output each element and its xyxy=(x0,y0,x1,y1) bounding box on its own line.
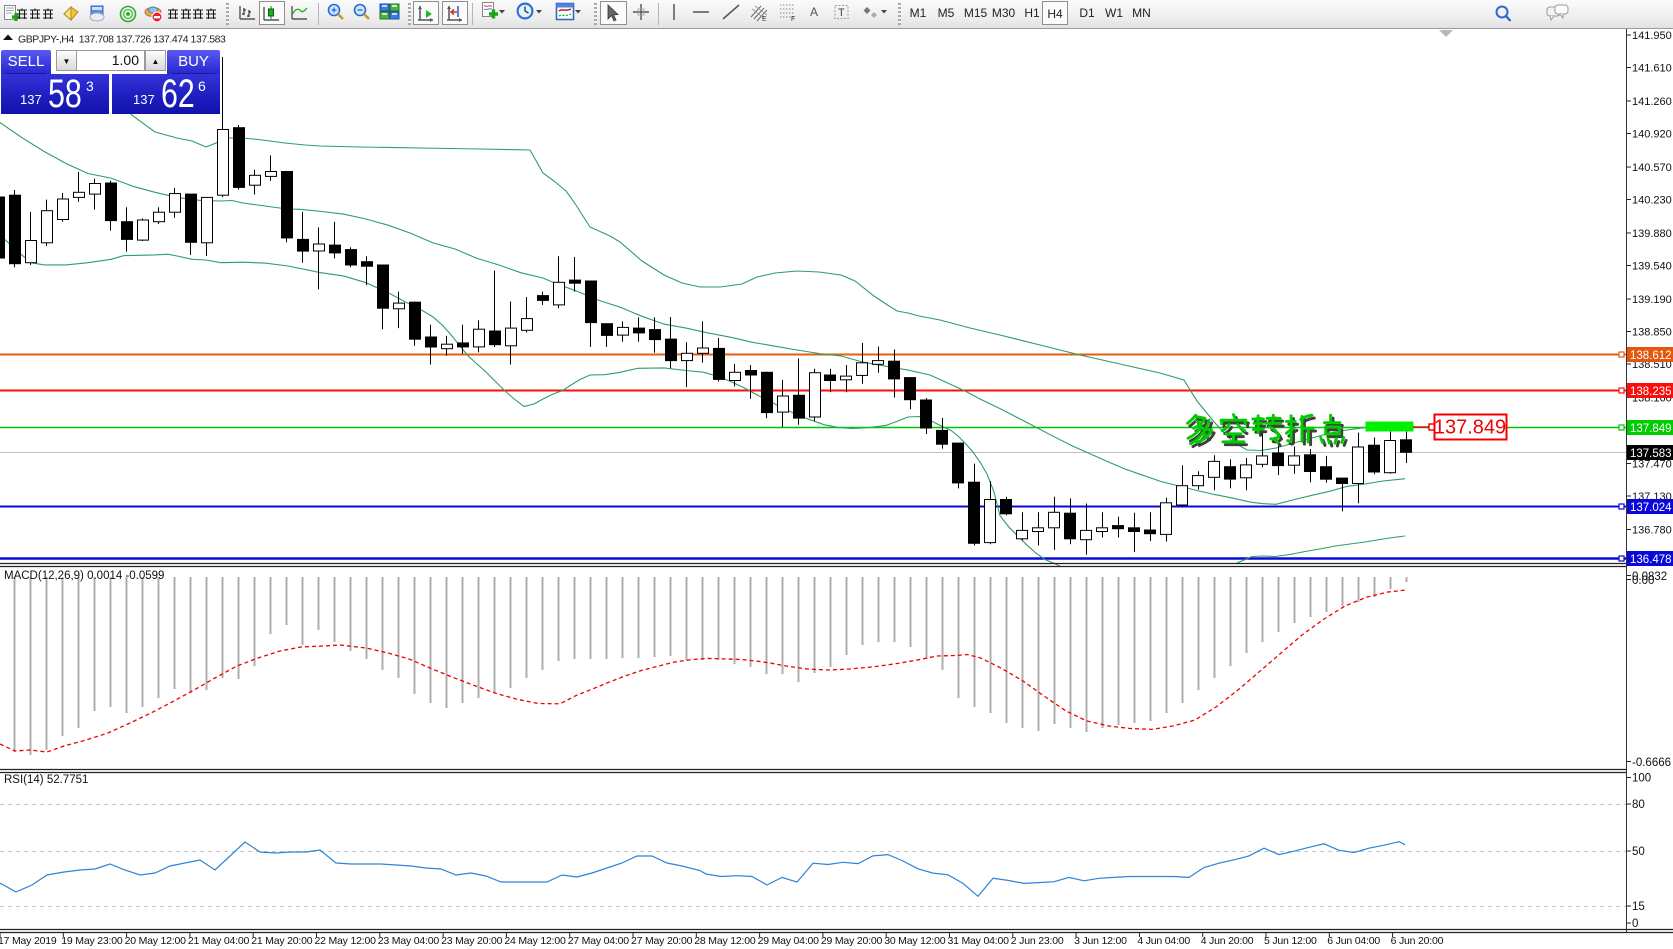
svg-text:138.850: 138.850 xyxy=(1632,327,1672,339)
svg-text:20 May 12:00: 20 May 12:00 xyxy=(125,935,187,947)
svg-text:F: F xyxy=(791,16,795,23)
svg-text:140.920: 140.920 xyxy=(1632,129,1672,141)
svg-text:140.570: 140.570 xyxy=(1632,162,1672,174)
svg-text:27 May 20:00: 27 May 20:00 xyxy=(631,935,693,947)
svg-text:137.849: 137.849 xyxy=(1630,423,1672,435)
svg-text:24 May 12:00: 24 May 12:00 xyxy=(504,935,566,947)
svg-text:22 May 12:00: 22 May 12:00 xyxy=(315,935,377,947)
svg-text:6 Jun 20:00: 6 Jun 20:00 xyxy=(1391,935,1444,947)
svg-text:19 May 23:00: 19 May 23:00 xyxy=(61,935,123,947)
svg-text:6 Jun 04:00: 6 Jun 04:00 xyxy=(1327,935,1380,947)
svg-text:0: 0 xyxy=(1632,918,1638,930)
svg-text:29 May 04:00: 29 May 04:00 xyxy=(758,935,820,947)
svg-text:100: 100 xyxy=(1632,773,1651,785)
svg-text:0.00: 0.00 xyxy=(1632,575,1654,587)
svg-text:29 May 20:00: 29 May 20:00 xyxy=(821,935,883,947)
svg-text:136.780: 136.780 xyxy=(1632,525,1672,537)
svg-text:4 Jun 20:00: 4 Jun 20:00 xyxy=(1201,935,1254,947)
svg-text:139.190: 139.190 xyxy=(1632,294,1672,306)
svg-text:5 Jun 12:00: 5 Jun 12:00 xyxy=(1264,935,1317,947)
svg-text:23 May 20:00: 23 May 20:00 xyxy=(441,935,503,947)
svg-text:80: 80 xyxy=(1632,799,1645,811)
svg-text:RSI(14) 52.7751: RSI(14) 52.7751 xyxy=(4,774,88,786)
svg-text:137.583: 137.583 xyxy=(1630,448,1672,460)
svg-text:15: 15 xyxy=(1632,901,1645,913)
svg-text:138.235: 138.235 xyxy=(1630,386,1672,398)
svg-text:139.880: 139.880 xyxy=(1632,228,1672,240)
svg-text:50: 50 xyxy=(1632,846,1645,858)
svg-text:31 May 04:00: 31 May 04:00 xyxy=(948,935,1010,947)
svg-text:GBPJPY-,H4 137.708 137.726 13: GBPJPY-,H4 137.708 137.726 137.474 137.5… xyxy=(18,34,226,46)
svg-text:141.260: 141.260 xyxy=(1632,96,1672,108)
svg-text:2 Jun 23:00: 2 Jun 23:00 xyxy=(1011,935,1064,947)
svg-text:0.0832: 0.0832 xyxy=(1632,571,1667,583)
svg-text:21 May 20:00: 21 May 20:00 xyxy=(251,935,313,947)
svg-text:3 Jun 12:00: 3 Jun 12:00 xyxy=(1074,935,1127,947)
svg-text:30 May 12:00: 30 May 12:00 xyxy=(884,935,946,947)
svg-text:140.230: 140.230 xyxy=(1632,195,1672,207)
svg-text:136.478: 136.478 xyxy=(1630,554,1672,566)
svg-text:MACD(12,26,9) 0.0014 -0.0599: MACD(12,26,9) 0.0014 -0.0599 xyxy=(4,570,164,582)
svg-text:137.849: 137.849 xyxy=(1434,417,1506,439)
svg-text:E: E xyxy=(762,16,767,23)
svg-text:27 May 04:00: 27 May 04:00 xyxy=(568,935,630,947)
svg-text:4 Jun 04:00: 4 Jun 04:00 xyxy=(1137,935,1190,947)
svg-text:17 May 2019: 17 May 2019 xyxy=(0,935,57,947)
svg-text:141.950: 141.950 xyxy=(1632,30,1672,42)
svg-text:138.612: 138.612 xyxy=(1630,350,1672,362)
svg-text:T: T xyxy=(838,7,845,19)
svg-text:A: A xyxy=(810,5,818,19)
svg-text:137.024: 137.024 xyxy=(1630,502,1672,514)
svg-text:137.470: 137.470 xyxy=(1632,459,1672,471)
svg-text:141.610: 141.610 xyxy=(1632,63,1672,75)
svg-text:-0.6666: -0.6666 xyxy=(1632,757,1671,769)
svg-text:139.540: 139.540 xyxy=(1632,261,1672,273)
svg-text:21 May 04:00: 21 May 04:00 xyxy=(188,935,250,947)
svg-text:23 May 04:00: 23 May 04:00 xyxy=(378,935,440,947)
svg-text:28 May 12:00: 28 May 12:00 xyxy=(694,935,756,947)
